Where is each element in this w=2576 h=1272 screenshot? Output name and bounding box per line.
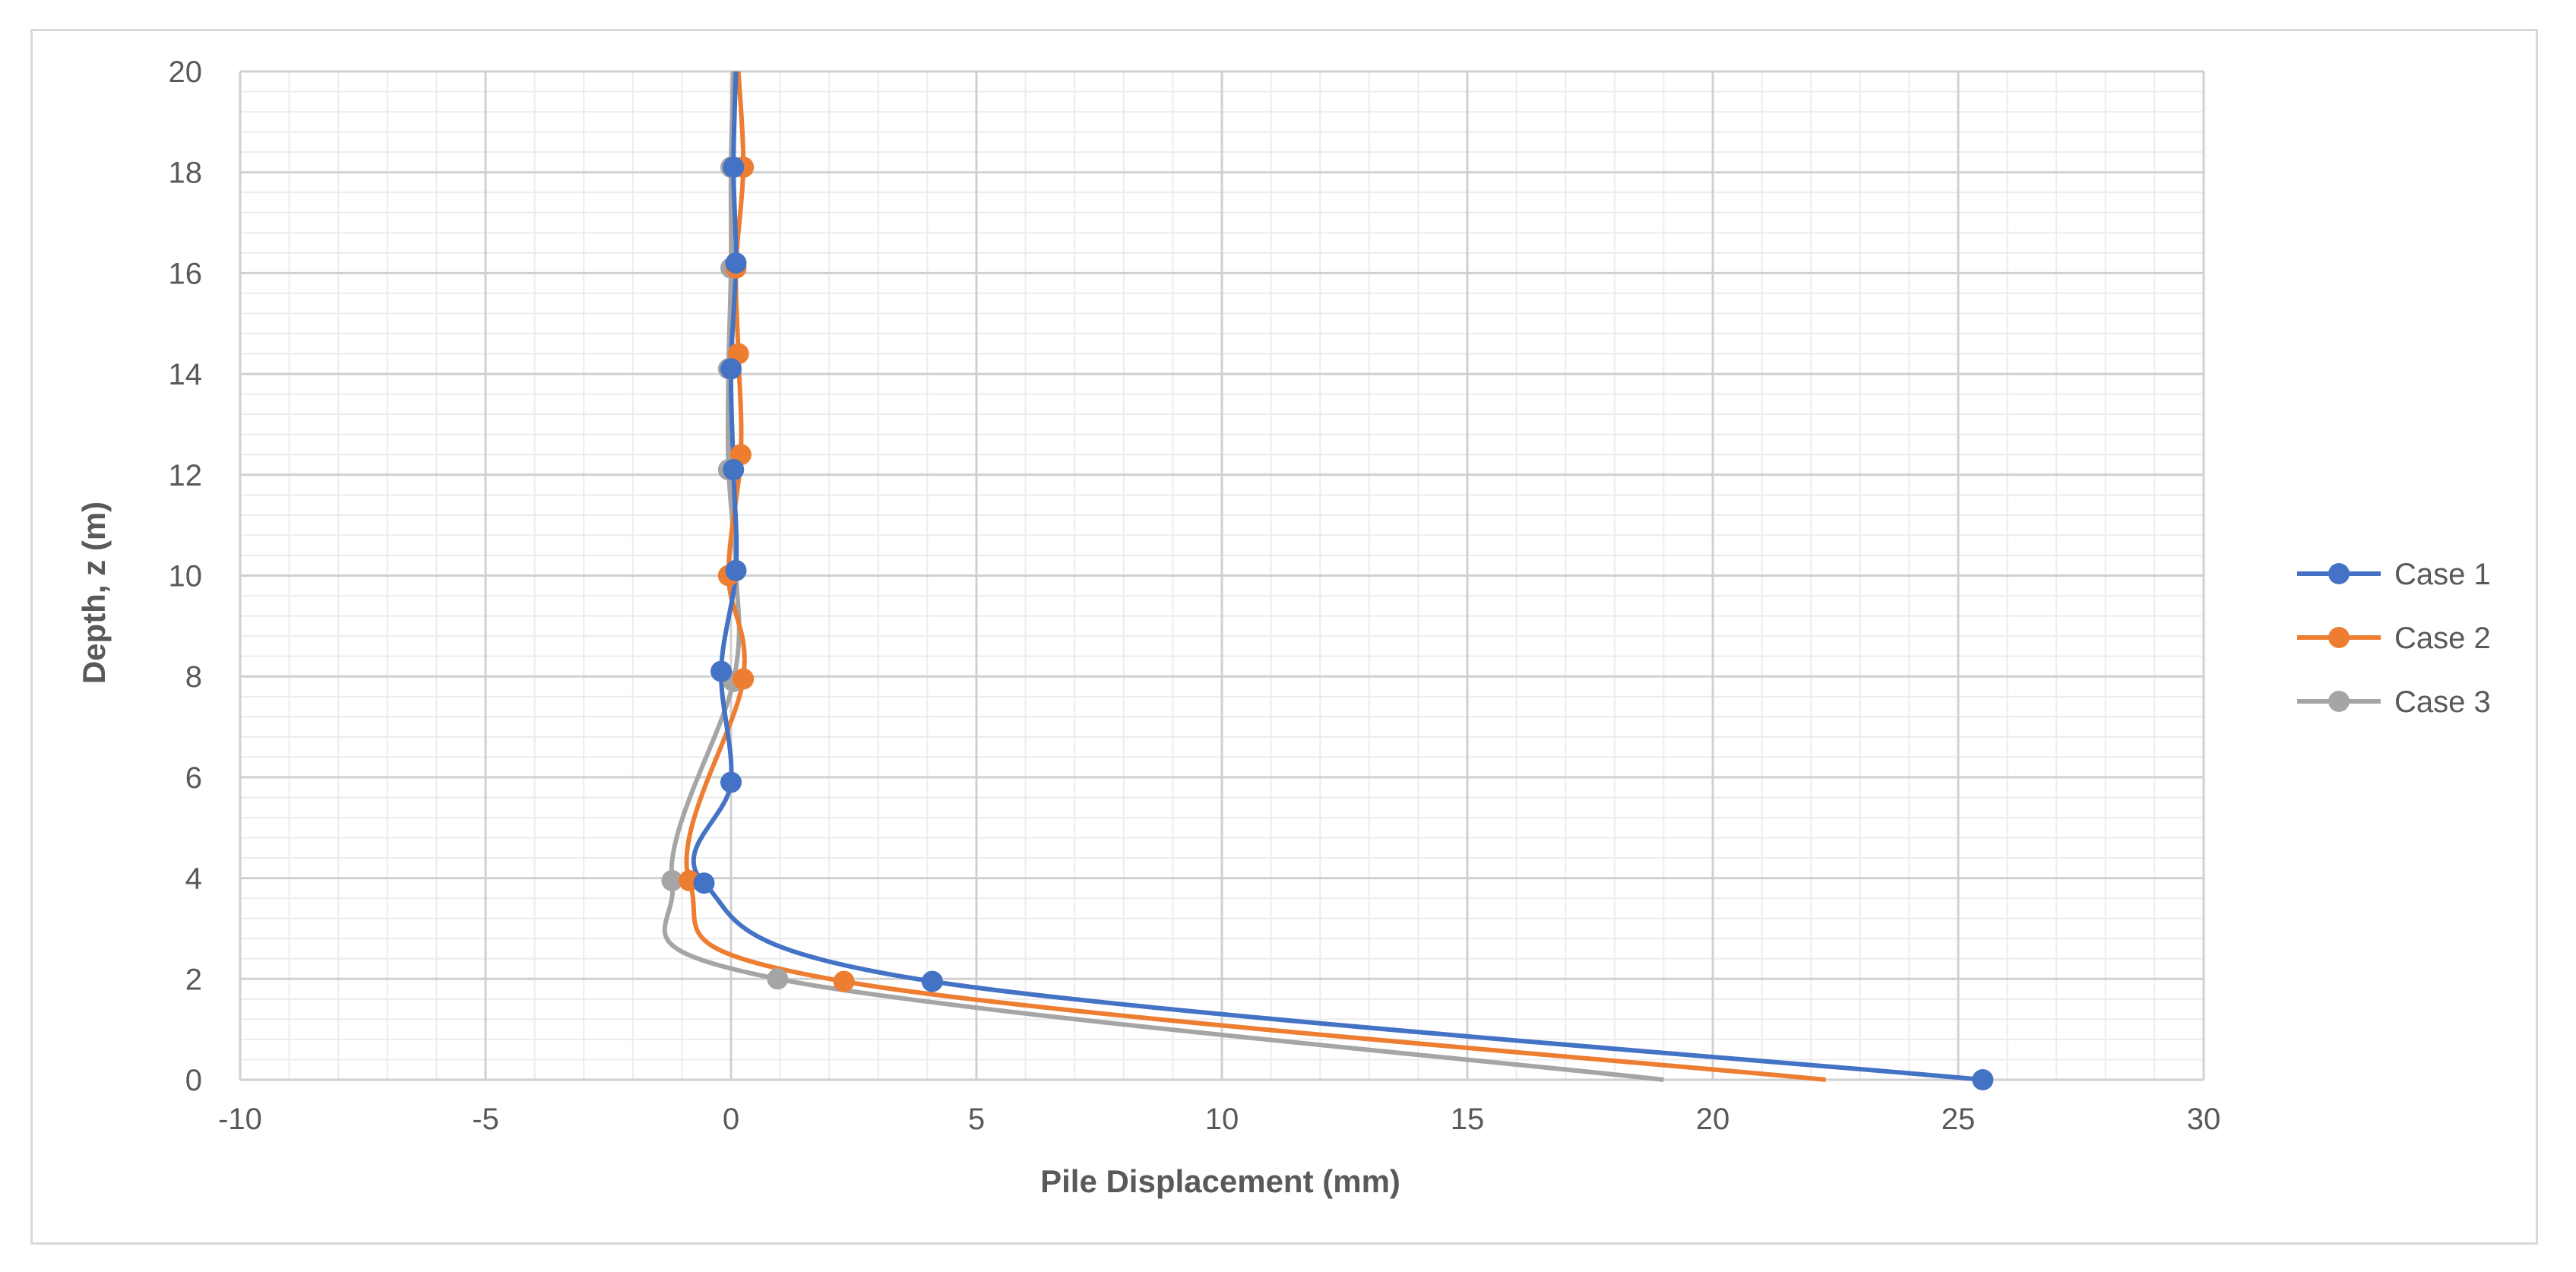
case-1-point <box>723 459 745 481</box>
grid <box>239 70 2205 1081</box>
case-1-point <box>720 358 742 380</box>
x-tick-label: 0 <box>723 1103 739 1136</box>
case-3-point <box>661 869 683 891</box>
legend: Case 1 Case 2 Case 3 <box>2297 558 2491 719</box>
y-tick-label: 12 <box>169 459 203 492</box>
y-tick-label: 0 <box>185 1064 202 1097</box>
y-tick-label: 10 <box>169 560 203 593</box>
y-tick-label: 20 <box>169 55 203 89</box>
x-tick-label: 25 <box>1941 1103 1976 1136</box>
y-tick-label: 4 <box>185 862 202 896</box>
y-tick-label: 8 <box>185 660 202 694</box>
case-1-point <box>725 559 747 581</box>
legend-label: Case 2 <box>2394 622 2491 655</box>
legend-swatch-marker <box>2328 627 2350 648</box>
case-1-point <box>723 157 745 179</box>
case-2-point <box>733 668 755 690</box>
case-1-point <box>720 771 742 793</box>
x-tick-label: -10 <box>218 1103 262 1136</box>
legend-label: Case 3 <box>2394 685 2491 719</box>
legend-item-case-1: Case 1 <box>2297 558 2491 591</box>
case-1-point <box>1972 1069 1994 1090</box>
case-3-point <box>767 968 789 990</box>
x-tick-label: 20 <box>1696 1103 1730 1136</box>
y-tick-label: 6 <box>185 761 202 795</box>
legend-swatch-marker <box>2328 691 2350 712</box>
case-1-point <box>693 872 715 894</box>
case-1-point <box>725 252 747 274</box>
x-tick-label: -5 <box>472 1103 499 1136</box>
y-tick-label: 16 <box>169 257 203 290</box>
x-axis-title: Pile Displacement (mm) <box>1040 1163 1400 1199</box>
case-2-point <box>833 970 855 992</box>
legend-label: Case 1 <box>2394 558 2491 591</box>
x-tick-label: 5 <box>968 1103 985 1136</box>
series-markers <box>661 157 1994 1090</box>
y-tick-label: 2 <box>185 963 202 996</box>
y-tick-label: 14 <box>169 358 203 391</box>
legend-swatch-marker <box>2328 563 2350 584</box>
x-tick-label: 10 <box>1205 1103 1239 1136</box>
x-tick-label: 30 <box>2187 1103 2221 1136</box>
chart-area: -10 -5 0 5 10 15 20 25 30 0 2 4 6 8 10 12 14 16 18 20 Pile … <box>30 29 2538 1245</box>
chart-svg: -10 -5 0 5 10 15 20 25 30 0 2 4 6 8 10 12 14 16 18 20 Pile … <box>76 55 2491 1199</box>
case-1-point <box>710 660 733 682</box>
y-tick-label: 18 <box>169 157 203 190</box>
tick-labels: -10 -5 0 5 10 15 20 25 30 0 2 4 6 8 10 12 14 16 18 20 <box>169 55 2221 1136</box>
legend-item-case-2: Case 2 <box>2297 622 2491 655</box>
case-1-point <box>921 970 943 992</box>
legend-item-case-3: Case 3 <box>2297 685 2491 719</box>
y-axis-title: Depth, z (m) <box>76 502 112 684</box>
x-tick-label: 15 <box>1451 1103 1485 1136</box>
